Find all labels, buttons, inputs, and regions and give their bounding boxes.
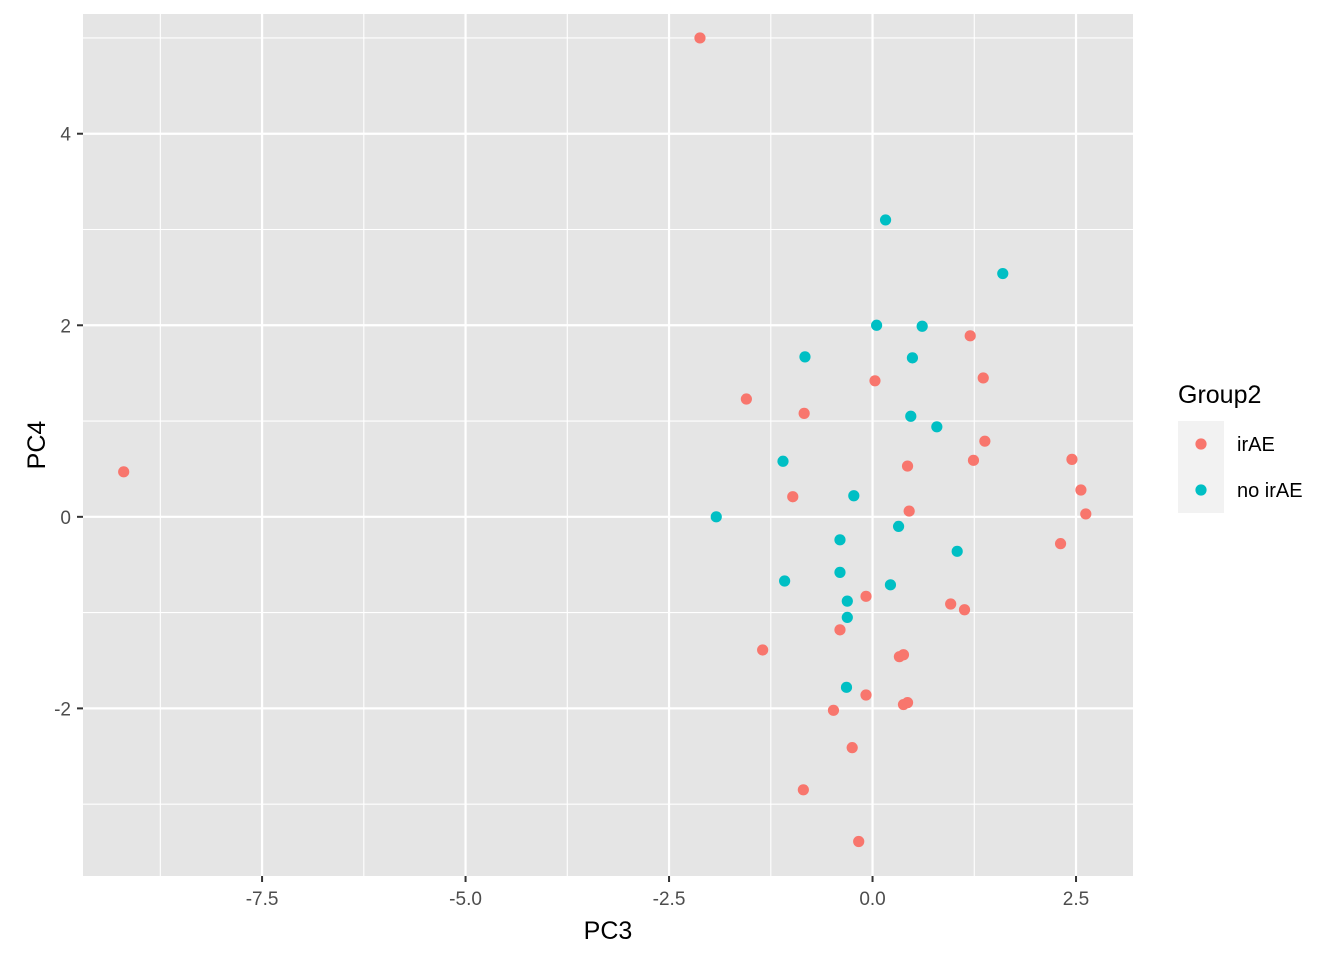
x-tick-label: 0.0 xyxy=(859,889,885,910)
point-no-irae xyxy=(905,410,917,422)
x-tick-label: 2.5 xyxy=(1063,889,1089,910)
major-gridlines xyxy=(83,14,1133,876)
point-irae xyxy=(694,32,706,44)
point-irae xyxy=(979,435,991,447)
point-no-irae xyxy=(997,267,1009,280)
y-tick-label: -2 xyxy=(54,699,71,720)
point-no-irae xyxy=(710,511,722,523)
point-no-irae xyxy=(931,421,943,433)
point-no-irae xyxy=(840,681,853,693)
point-irae xyxy=(846,742,858,754)
x-tick-label: -5.0 xyxy=(449,889,482,910)
point-irae xyxy=(853,835,865,848)
point-no-irae xyxy=(834,566,846,578)
minor-gridlines xyxy=(83,14,1133,876)
point-no-irae xyxy=(777,455,789,467)
point-no-irae xyxy=(848,490,860,502)
point-irae xyxy=(798,407,810,419)
y-axis-title: PC4 xyxy=(23,421,51,470)
point-irae xyxy=(897,649,910,661)
point-irae xyxy=(958,604,971,616)
point-irae xyxy=(860,689,872,701)
point-no-irae xyxy=(871,319,883,331)
legend-label: irAE xyxy=(1237,434,1275,456)
point-no-irae xyxy=(884,579,897,591)
legend-marker xyxy=(1195,438,1207,450)
y-axis: -2 0 2 4 xyxy=(54,125,83,720)
point-no-irae xyxy=(892,520,905,533)
y-tick-label: 0 xyxy=(60,508,71,529)
point-irae xyxy=(1066,453,1078,465)
data-points xyxy=(118,32,1092,848)
point-irae xyxy=(901,460,914,472)
point-irae xyxy=(967,454,980,466)
point-irae xyxy=(903,505,915,517)
point-no-irae xyxy=(799,351,811,363)
point-no-irae xyxy=(906,352,919,364)
point-irae xyxy=(797,784,809,796)
point-irae xyxy=(1080,508,1092,520)
point-irae xyxy=(740,393,752,405)
point-no-irae xyxy=(841,611,853,624)
point-irae xyxy=(827,704,840,716)
point-no-irae xyxy=(879,214,892,226)
point-irae xyxy=(1075,484,1087,496)
x-axis-title: PC3 xyxy=(584,917,633,945)
legend: Group2 irAE no irAE xyxy=(1178,381,1303,513)
point-no-irae xyxy=(951,545,963,557)
point-irae xyxy=(1054,538,1067,550)
point-irae xyxy=(118,466,130,478)
y-tick-label: 2 xyxy=(60,316,71,337)
x-tick-label: -7.5 xyxy=(246,889,279,910)
legend-label: no irAE xyxy=(1237,480,1303,502)
point-irae xyxy=(901,697,914,709)
legend-items: irAE no irAE xyxy=(1178,421,1303,513)
point-no-irae xyxy=(779,575,791,587)
point-irae xyxy=(860,590,872,602)
point-no-irae xyxy=(834,534,846,546)
y-tick-label: 4 xyxy=(60,125,71,146)
point-irae xyxy=(945,598,957,610)
legend-marker xyxy=(1195,484,1207,496)
x-tick-label: -2.5 xyxy=(653,889,686,910)
x-axis: -7.5 -5.0 -2.5 0.0 2.5 xyxy=(246,876,1089,910)
point-irae xyxy=(787,491,799,503)
point-irae xyxy=(834,624,846,636)
point-irae xyxy=(964,330,976,342)
plot-panel xyxy=(83,14,1133,876)
point-irae xyxy=(757,644,769,656)
point-no-irae xyxy=(916,320,928,332)
point-irae xyxy=(977,372,989,384)
point-no-irae xyxy=(841,595,853,607)
legend-title: Group2 xyxy=(1178,381,1261,409)
point-irae xyxy=(869,375,881,387)
